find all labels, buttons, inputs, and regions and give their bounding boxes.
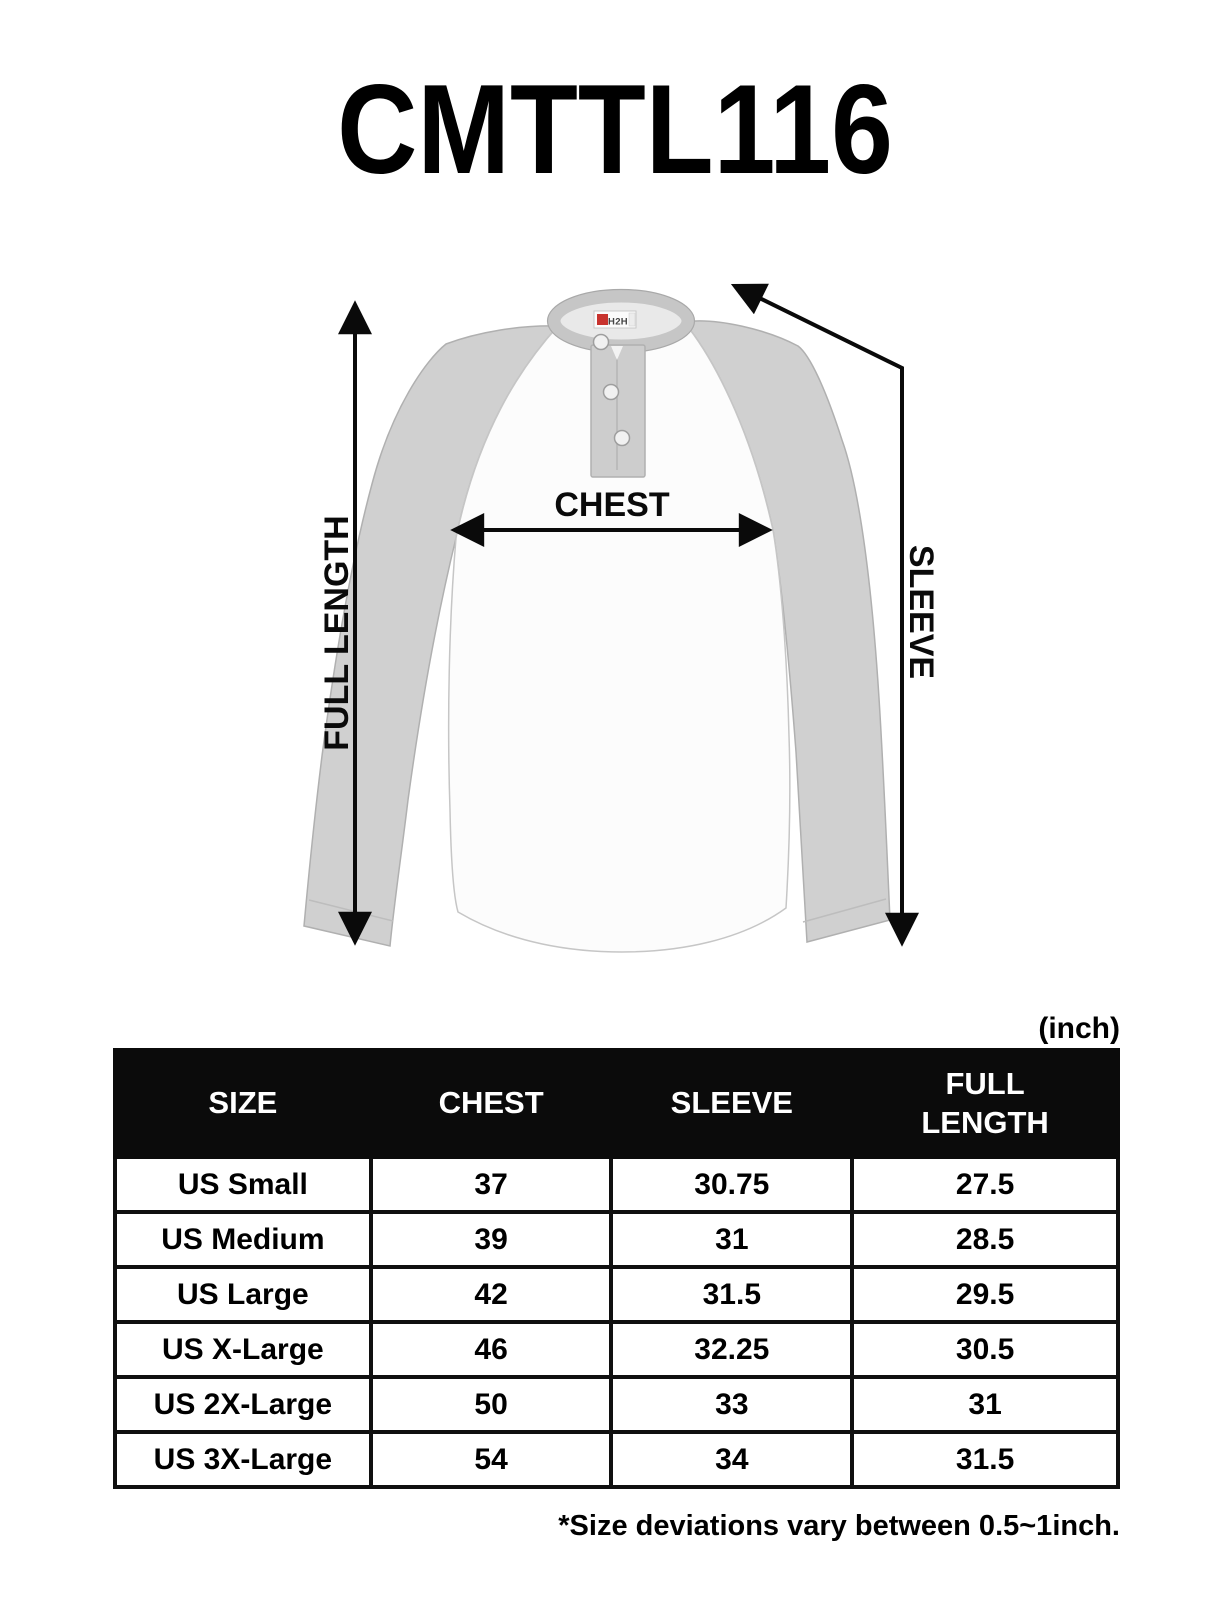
chest-cell: 46 <box>368 1320 614 1379</box>
col-header-size: SIZE <box>113 1048 373 1159</box>
sleeve-cell: 31 <box>609 1210 855 1269</box>
brand-tag: H2H <box>593 310 637 329</box>
sleeve-cell: 32.25 <box>609 1320 855 1379</box>
measurement-arrows <box>338 283 919 947</box>
sleeve-cell: 34 <box>609 1430 855 1489</box>
table-row: US Medium 39 31 28.5 <box>113 1210 1120 1269</box>
chest-cell: 37 <box>368 1155 614 1214</box>
table-row: US Small 37 30.75 27.5 <box>113 1155 1120 1214</box>
table-row: US Large 42 31.5 29.5 <box>113 1265 1120 1324</box>
shirt-measurement-diagram: H2H CHEST FULL LENGTH SLEEVE <box>303 283 940 953</box>
shirt-illustration: H2H <box>303 288 891 953</box>
size-cell: US Small <box>113 1155 373 1214</box>
table-row: US 3X-Large 54 34 31.5 <box>113 1430 1120 1489</box>
size-cell: US 3X-Large <box>113 1430 373 1489</box>
col-header-sleeve: SLEEVE <box>609 1048 855 1159</box>
chest-cell: 39 <box>368 1210 614 1269</box>
full-length-cell: 29.5 <box>850 1265 1120 1324</box>
unit-label: (inch) <box>1038 1012 1120 1045</box>
chest-label: CHEST <box>554 486 669 524</box>
full-length-cell: 28.5 <box>850 1210 1120 1269</box>
henley-placket <box>590 344 646 478</box>
chest-cell: 42 <box>368 1265 614 1324</box>
full-length-cell: 31.5 <box>850 1430 1120 1489</box>
placket-notch <box>611 346 623 360</box>
table-row: US X-Large 46 32.25 30.5 <box>113 1320 1120 1379</box>
col-header-chest: CHEST <box>368 1048 614 1159</box>
henley-button <box>602 383 620 401</box>
sleeve-label: SLEEVE <box>902 545 940 679</box>
chest-cell: 54 <box>368 1430 614 1489</box>
full-length-cell: 31 <box>850 1375 1120 1434</box>
size-cell: US 2X-Large <box>113 1375 373 1434</box>
size-cell: US Large <box>113 1265 373 1324</box>
chest-cell: 50 <box>368 1375 614 1434</box>
henley-button <box>613 429 631 447</box>
footnote: *Size deviations vary between 0.5~1inch. <box>558 1510 1120 1542</box>
sleeve-arrow <box>730 283 919 947</box>
size-cell: US X-Large <box>113 1320 373 1379</box>
table-body: US Small 37 30.75 27.5 US Medium 39 31 28.5 US L… <box>113 1155 1120 1489</box>
full-length-cell: 27.5 <box>850 1155 1120 1214</box>
brand-tag-text: H2H <box>608 317 628 328</box>
size-cell: US Medium <box>113 1210 373 1269</box>
full-length-cell: 30.5 <box>850 1320 1120 1379</box>
sleeve-cell: 33 <box>609 1375 855 1434</box>
full-length-label: FULL LENGTH <box>318 515 356 750</box>
brand-size-tag <box>628 312 636 327</box>
page-title: CMTTL116 <box>337 58 893 200</box>
size-chart-table: SIZE CHEST SLEEVE FULL LENGTH US Small 37… <box>113 1048 1120 1489</box>
sleeve-cell: 30.75 <box>609 1155 855 1214</box>
sleeve-cell: 31.5 <box>609 1265 855 1324</box>
col-header-full-length: FULL LENGTH <box>850 1048 1120 1159</box>
henley-button <box>592 333 610 351</box>
table-row: US 2X-Large 50 33 31 <box>113 1375 1120 1434</box>
table-header-row: SIZE CHEST SLEEVE FULL LENGTH <box>113 1048 1120 1159</box>
brand-logo-red-icon <box>597 314 608 325</box>
